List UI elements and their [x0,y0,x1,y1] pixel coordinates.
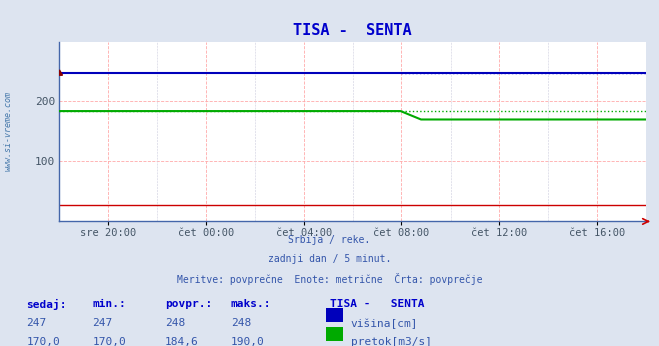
Text: 190,0: 190,0 [231,337,264,346]
Text: Srbija / reke.: Srbija / reke. [289,235,370,245]
Text: 170,0: 170,0 [92,337,126,346]
Text: maks.:: maks.: [231,299,271,309]
Text: višina[cm]: višina[cm] [351,318,418,329]
Text: povpr.:: povpr.: [165,299,212,309]
Text: 170,0: 170,0 [26,337,60,346]
Title: TISA -  SENTA: TISA - SENTA [293,22,412,38]
Text: Meritve: povprečne  Enote: metrične  Črta: povprečje: Meritve: povprečne Enote: metrične Črta:… [177,273,482,285]
Text: 247: 247 [92,318,113,328]
Text: pretok[m3/s]: pretok[m3/s] [351,337,432,346]
Text: 248: 248 [165,318,185,328]
Text: sedaj:: sedaj: [26,299,67,310]
Text: www.si-vreme.com: www.si-vreme.com [3,91,13,172]
Text: 184,6: 184,6 [165,337,198,346]
Text: TISA -   SENTA: TISA - SENTA [330,299,424,309]
Text: 247: 247 [26,318,47,328]
Text: zadnji dan / 5 minut.: zadnji dan / 5 minut. [268,254,391,264]
Text: 248: 248 [231,318,251,328]
Text: min.:: min.: [92,299,126,309]
